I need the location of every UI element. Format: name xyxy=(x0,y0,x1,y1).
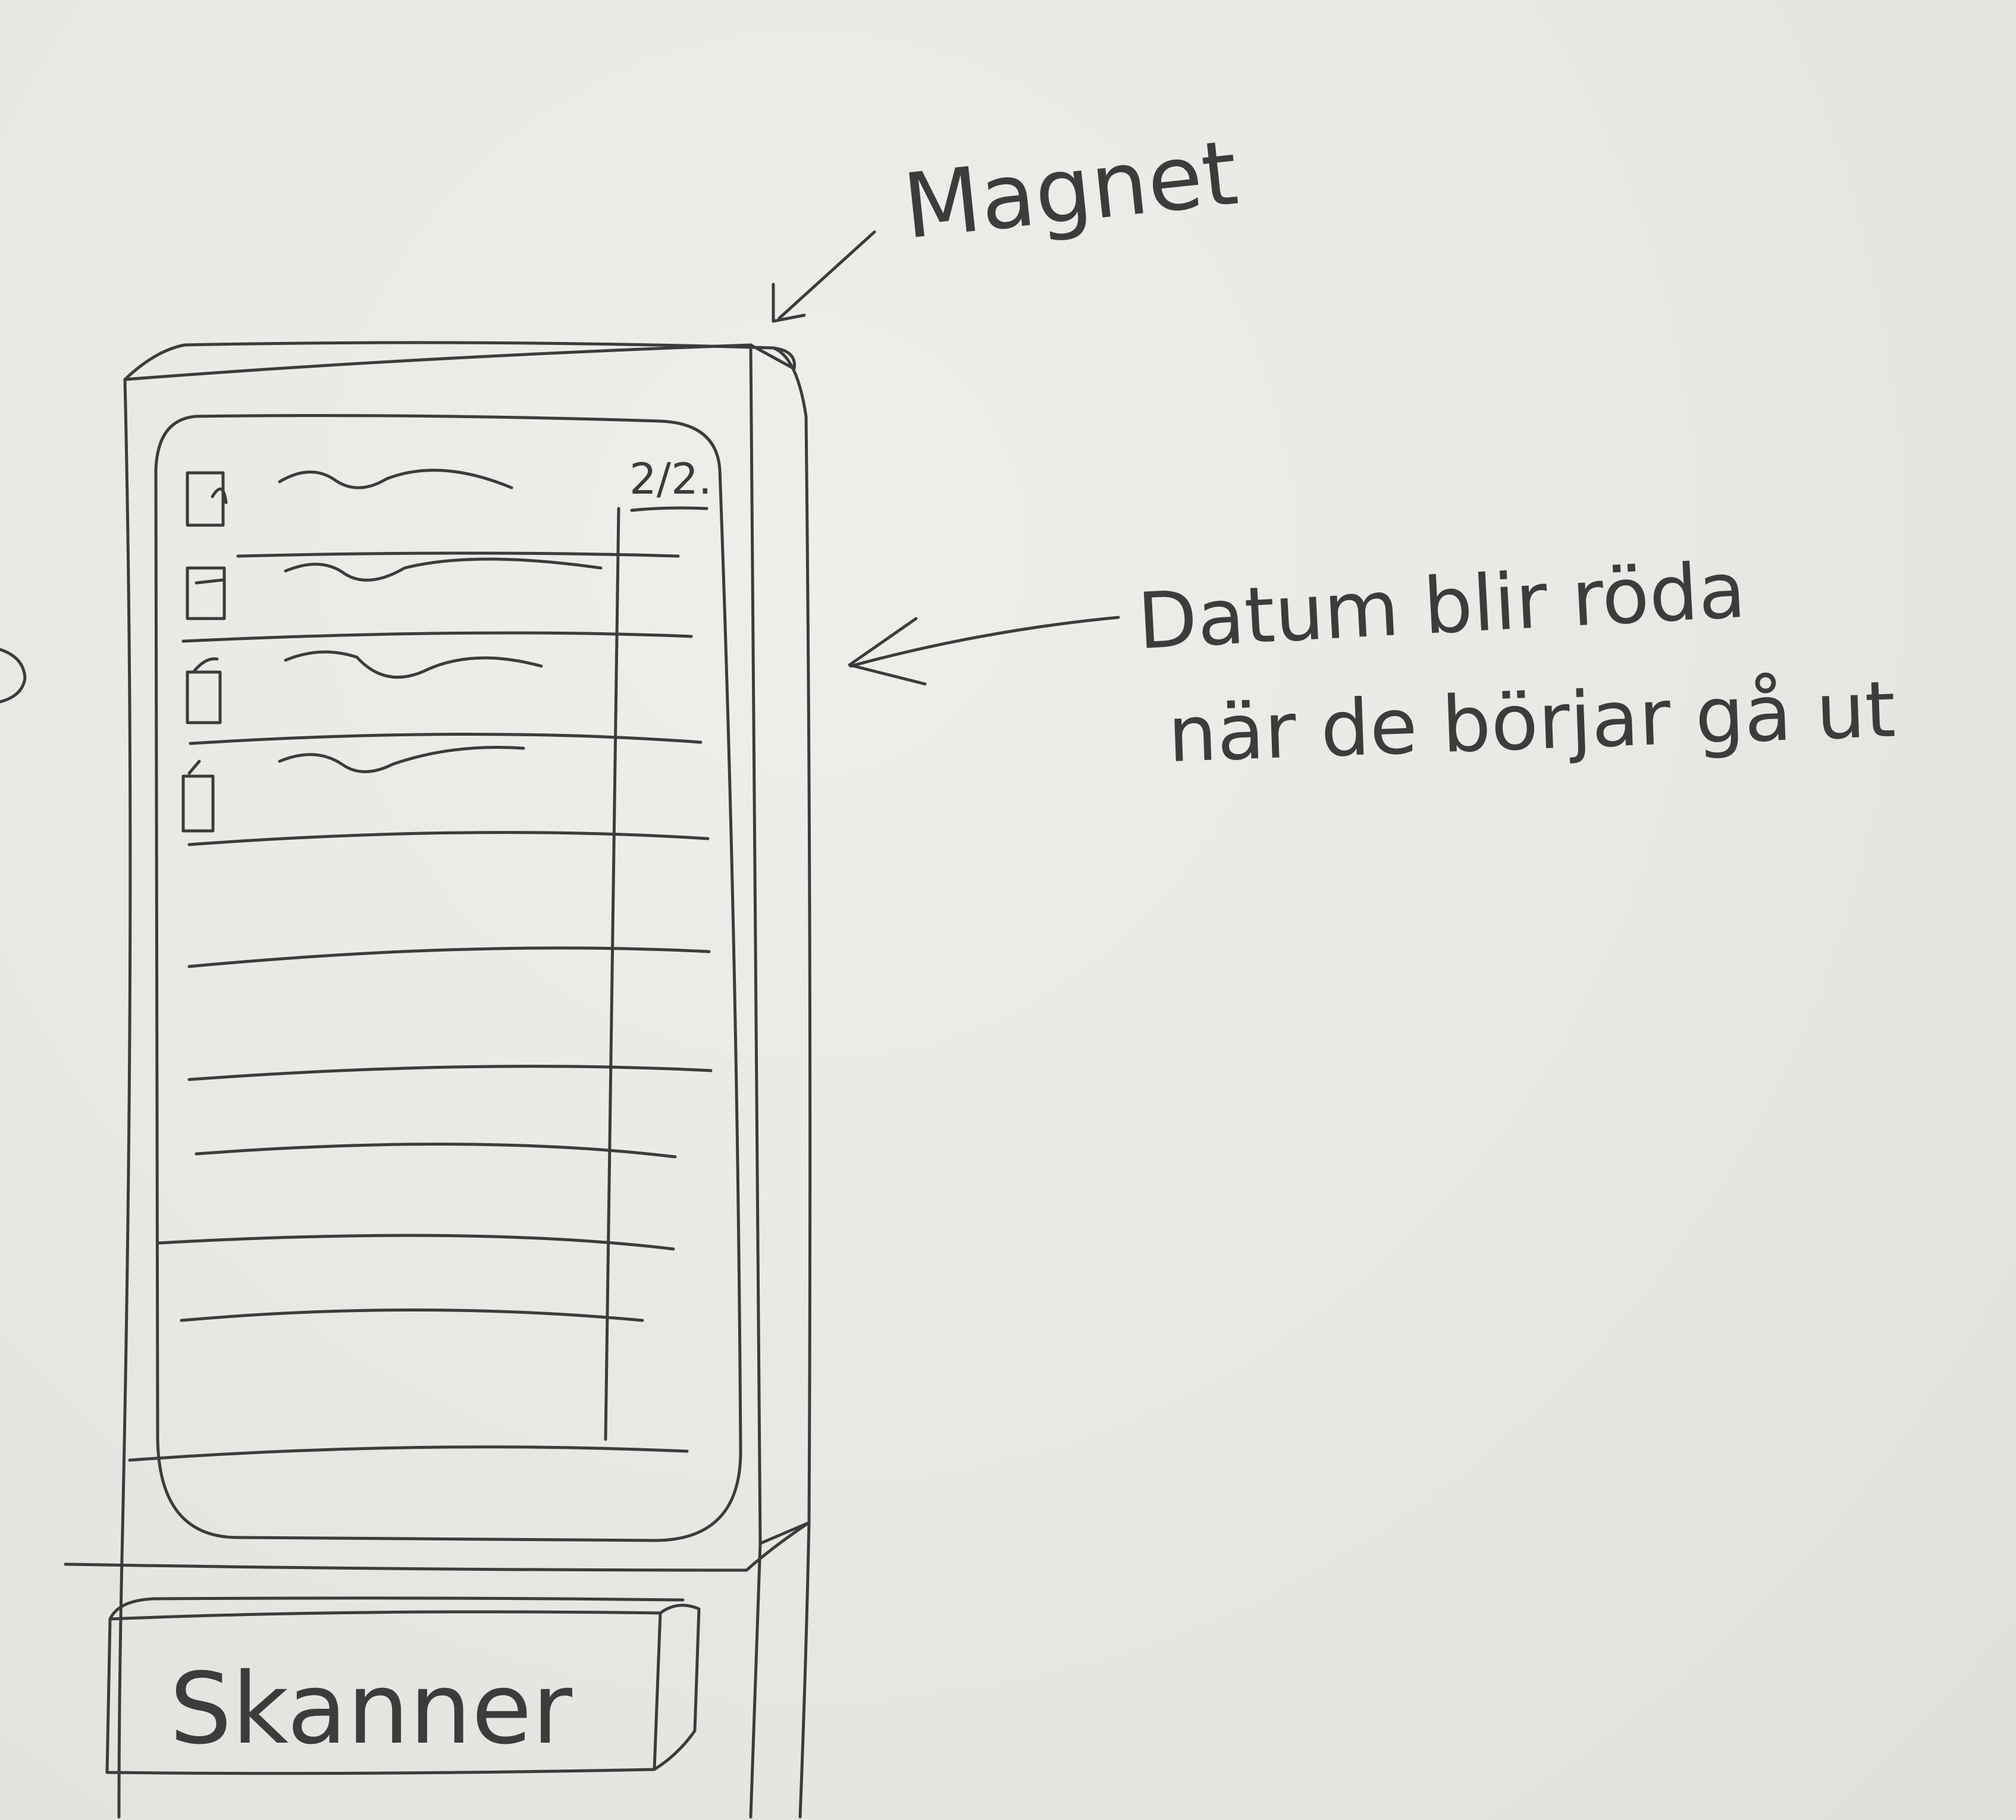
margin-mark xyxy=(0,648,27,704)
row-line xyxy=(156,1234,675,1251)
checkmark xyxy=(192,657,219,674)
item-scribble xyxy=(284,650,543,679)
item-scribble xyxy=(284,557,603,582)
item-scribble xyxy=(278,746,525,773)
scanner-label: Skanner xyxy=(170,1652,572,1766)
row-line xyxy=(195,1143,677,1159)
row-line xyxy=(181,631,693,643)
date-note-line1: Datum blir röda xyxy=(1136,545,1748,667)
item-checkbox xyxy=(186,566,226,620)
date-header-underline xyxy=(630,506,708,512)
row-line xyxy=(187,1065,713,1081)
item-checkbox xyxy=(186,670,222,724)
date-note-line2: när de börjar gå ut xyxy=(1167,664,1897,780)
row-line xyxy=(180,1308,644,1322)
row-line xyxy=(189,732,703,745)
magnet-label: Magnet xyxy=(899,121,1243,259)
row-line xyxy=(236,551,680,558)
date-column-divider xyxy=(604,507,620,1441)
item-checkbox xyxy=(186,471,225,527)
row-line xyxy=(187,946,711,968)
row-line xyxy=(187,831,710,846)
item-checkbox xyxy=(181,774,215,833)
item-scribble xyxy=(278,469,513,489)
device-front-frame xyxy=(117,343,762,1819)
checkmark xyxy=(195,578,225,585)
magnet-arrow xyxy=(772,230,876,323)
device-side-face xyxy=(758,346,812,1819)
row-line xyxy=(128,1445,689,1462)
checkmark xyxy=(211,487,228,504)
scanner-box-side xyxy=(108,1596,701,1771)
scanner-compartment-line xyxy=(64,1521,811,1572)
date-header: 2/2. xyxy=(629,454,712,504)
screen-outline xyxy=(153,414,742,1542)
date-note-arrow xyxy=(848,616,1120,686)
checkmark xyxy=(187,760,201,775)
